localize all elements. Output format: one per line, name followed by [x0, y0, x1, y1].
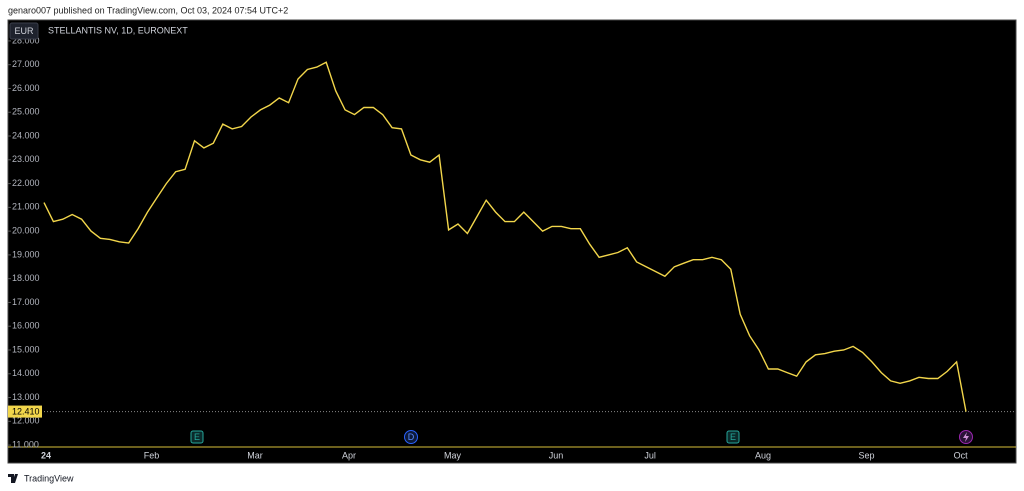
header: genaro007 published on TradingView.com, … [8, 5, 288, 15]
y-tick-label: 20.000 [12, 225, 40, 235]
event-label: E [730, 432, 736, 442]
y-tick-label: 27.000 [12, 59, 40, 69]
y-tick-label: 16.000 [12, 321, 40, 331]
y-tick-label: 24.000 [12, 130, 40, 140]
event-e2[interactable]: E [726, 430, 740, 444]
last-price-badge [8, 405, 42, 418]
y-tick-label: 13.000 [12, 392, 40, 402]
y-tick-label: 26.000 [12, 83, 40, 93]
event-d[interactable]: D [404, 430, 418, 444]
y-tick-label: 11.000 [12, 439, 39, 449]
x-tick-label: 24 [41, 450, 51, 460]
y-tick-label: 12.000 [12, 416, 40, 426]
y-tick-label: 19.000 [12, 249, 40, 259]
footer-text: TradingView [24, 473, 74, 483]
x-tick-label: Feb [144, 450, 160, 460]
y-tick-label: 15.000 [12, 344, 40, 354]
y-tick-label: 28.000 [12, 35, 40, 45]
y-tick-label: 18.000 [12, 273, 40, 283]
x-tick-label: Jun [549, 450, 564, 460]
event-label: E [194, 432, 200, 442]
x-tick-label: Mar [247, 450, 263, 460]
y-tick-label: 22.000 [12, 178, 40, 188]
last-price-label: 12.410 [12, 406, 40, 416]
currency: EUR [14, 26, 34, 36]
currency-button[interactable] [9, 22, 39, 40]
event-label: D [408, 432, 415, 442]
price-line [43, 61, 967, 412]
event-e1[interactable]: E [190, 430, 204, 444]
x-tick-label: May [444, 450, 462, 460]
y-tick-label: 17.000 [12, 297, 40, 307]
x-tick-label: Oct [954, 450, 969, 460]
x-tick-label: Jul [644, 450, 656, 460]
footer-logo: TradingView [8, 473, 74, 483]
symbol-title: STELLANTIS NV, 1D, EURONEXT [48, 25, 188, 35]
event-split[interactable] [959, 430, 973, 444]
chart-frame [7, 19, 1017, 464]
x-tick-label: Aug [755, 450, 771, 460]
y-tick-label: 23.000 [12, 154, 40, 164]
y-tick-label: 21.000 [12, 202, 40, 212]
y-tick-label: 25.000 [12, 107, 40, 117]
x-tick-label: Sep [859, 450, 875, 460]
y-tick-label: 14.000 [12, 368, 40, 378]
x-tick-label: Apr [342, 450, 356, 460]
